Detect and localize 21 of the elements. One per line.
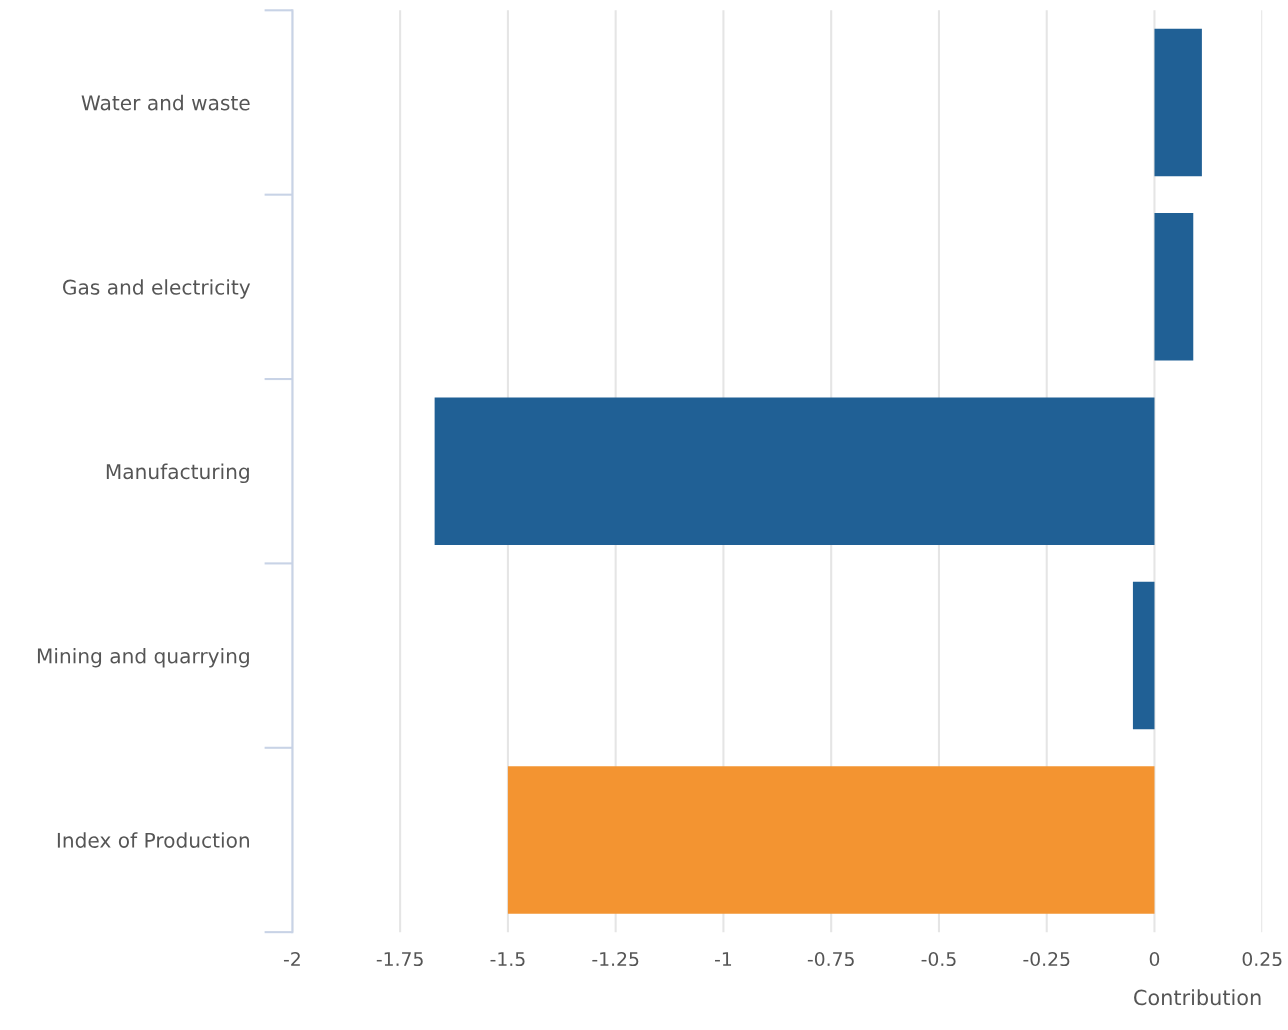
bar xyxy=(434,397,1155,545)
x-tick-label: -0.25 xyxy=(1023,951,1070,967)
x-tick-label: -0.5 xyxy=(921,951,956,967)
y-tick-label: Manufacturing xyxy=(106,463,249,484)
y-tick-label: Gas and electricity xyxy=(63,279,251,299)
bar xyxy=(1132,581,1155,730)
x-tick-label: 0 xyxy=(1149,951,1160,967)
x-tick-label: -1.75 xyxy=(376,952,423,967)
x-tick-label: -1.5 xyxy=(490,952,525,967)
y-tick-label: Index of Production xyxy=(57,832,249,848)
bar xyxy=(1154,213,1194,361)
x-tick-label: -1 xyxy=(715,952,732,966)
x-tick-label: -1.25 xyxy=(592,951,639,967)
y-tick-label: Water and waste xyxy=(81,94,250,111)
x-tick-label: 0.25 xyxy=(1242,951,1282,967)
x-tick-label: -0.75 xyxy=(807,951,854,967)
bar xyxy=(1154,28,1202,177)
x-axis-title: Contribution xyxy=(1134,989,1261,1006)
y-tick-label: Mining and quarrying xyxy=(37,647,249,668)
x-tick-label: -2 xyxy=(283,951,300,966)
bar xyxy=(507,766,1155,914)
